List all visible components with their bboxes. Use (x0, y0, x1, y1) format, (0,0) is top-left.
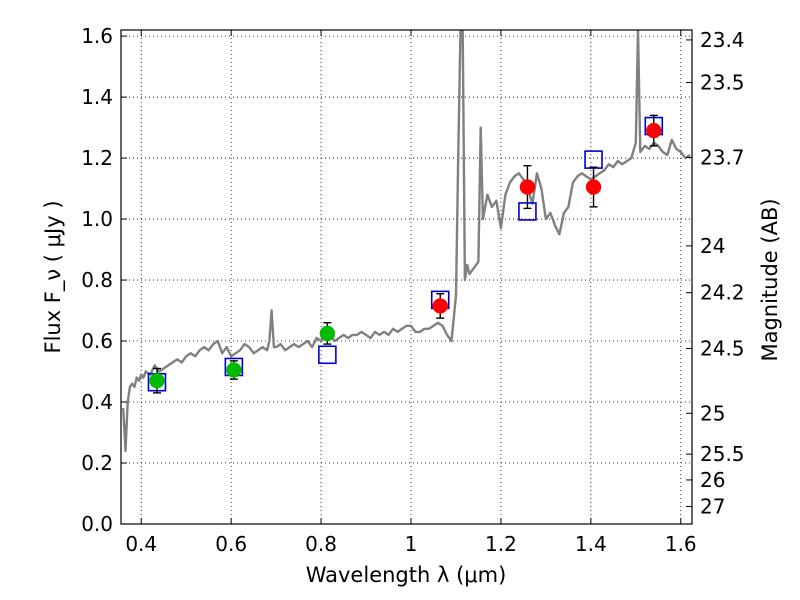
photometry-point (149, 372, 165, 389)
y2-tick-label: 23.7 (700, 145, 745, 169)
y2-tick-label: 27 (700, 494, 725, 518)
y-tick-label: 0.2 (81, 451, 113, 475)
x-axis-label: Wavelength λ (μm) (306, 563, 507, 587)
y-tick-label: 1.6 (81, 24, 113, 48)
y-tick-label: 0.8 (81, 268, 113, 292)
x-tick-label: 0.6 (215, 532, 247, 556)
y-axis-label: Flux F_ν ( μJy ) (41, 200, 66, 353)
y2-tick-label: 24 (700, 234, 725, 258)
y-tick-label: 0.4 (81, 390, 113, 414)
marker-series (147, 114, 664, 394)
x-tick-label: 1.2 (485, 532, 517, 556)
photometry-point (432, 298, 448, 314)
y2-tick-label: 24.2 (700, 281, 745, 305)
y-tick-label: 1.2 (81, 146, 113, 170)
model-square-point (318, 345, 337, 365)
y2-tick-label: 24.5 (700, 337, 745, 361)
photometry-point (226, 362, 242, 378)
y2-tick-label: 25 (700, 401, 725, 425)
y-tick-label: 0.0 (81, 512, 113, 536)
x-tick-label: 0.4 (125, 532, 157, 556)
y-tick-label: 0.6 (81, 329, 113, 353)
x-tick-label: 1.6 (665, 532, 697, 556)
x-tick-label: 0.8 (305, 532, 337, 556)
y2-tick-label: 23.4 (700, 28, 745, 52)
spectrum-line (122, 30, 691, 452)
y2-tick-label: 25.5 (700, 442, 745, 466)
y2-axis-label: Magnitude (AB) (758, 198, 782, 361)
y-tick-label: 1.4 (81, 85, 113, 109)
spectrum-series (122, 30, 691, 452)
plot-area (121, 30, 692, 524)
photometry-point (519, 179, 536, 195)
x-tick-label: 1 (405, 532, 418, 556)
y2-tick-label: 26 (700, 468, 725, 492)
y-tick-label: 1.0 (81, 207, 113, 231)
plot-frame (120, 29, 693, 525)
photometry-point (319, 325, 336, 342)
photometry-point (646, 122, 662, 139)
axis-ticks: 0.4 0.6 0.8 1 1.2 1.4 1.6 0.0 0.2 0.4 0.6 0.8 1.0 1.2… (81, 24, 744, 556)
photometry-point (585, 179, 602, 195)
x-tick-label: 1.4 (575, 532, 607, 556)
y2-tick-label: 23.5 (700, 70, 745, 94)
